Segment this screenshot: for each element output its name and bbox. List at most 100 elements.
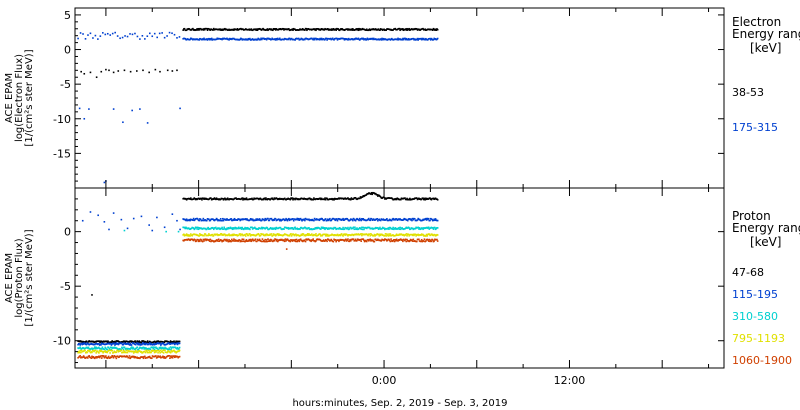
data-point bbox=[422, 198, 425, 201]
data-point bbox=[163, 226, 166, 229]
data-point bbox=[304, 38, 306, 41]
data-point bbox=[246, 218, 248, 220]
data-point bbox=[247, 39, 249, 41]
data-point bbox=[139, 357, 141, 360]
data-point bbox=[288, 217, 290, 220]
data-point bbox=[276, 38, 278, 41]
data-point bbox=[273, 197, 276, 199]
data-point bbox=[103, 221, 106, 223]
data-point bbox=[192, 219, 194, 221]
y-axis-title-line: ACE EPAM bbox=[4, 73, 15, 123]
data-point bbox=[428, 238, 431, 241]
data-point bbox=[400, 198, 402, 201]
data-point bbox=[420, 238, 423, 241]
data-point bbox=[199, 27, 202, 30]
data-point bbox=[269, 226, 272, 229]
data-point bbox=[200, 197, 203, 200]
data-point bbox=[365, 29, 367, 32]
data-point bbox=[298, 240, 301, 243]
data-point bbox=[231, 233, 234, 236]
data-point bbox=[190, 227, 193, 230]
data-point bbox=[169, 351, 171, 353]
data-point bbox=[268, 219, 271, 222]
proton-legend-title: Proton bbox=[732, 209, 771, 223]
data-point bbox=[357, 29, 360, 32]
data-point bbox=[79, 344, 81, 346]
data-point bbox=[376, 218, 378, 220]
data-point bbox=[266, 198, 269, 201]
data-point bbox=[352, 226, 355, 229]
data-point bbox=[80, 342, 83, 345]
data-point bbox=[84, 38, 87, 40]
data-point bbox=[218, 227, 221, 229]
data-point bbox=[436, 227, 439, 229]
data-point bbox=[249, 228, 251, 231]
data-point bbox=[222, 198, 225, 201]
data-point bbox=[91, 351, 93, 354]
data-point bbox=[132, 347, 135, 350]
data-point bbox=[94, 34, 97, 37]
data-point bbox=[237, 234, 240, 237]
data-point bbox=[144, 350, 146, 353]
data-point bbox=[361, 228, 364, 231]
data-point bbox=[333, 198, 335, 201]
data-point bbox=[436, 238, 438, 241]
data-point bbox=[276, 238, 278, 241]
data-point bbox=[208, 218, 210, 221]
data-point bbox=[176, 219, 178, 222]
legend-entry: 310-580 bbox=[732, 310, 778, 323]
data-point bbox=[436, 38, 438, 41]
data-point bbox=[119, 37, 121, 40]
data-point bbox=[295, 238, 298, 241]
data-point bbox=[219, 218, 222, 220]
legend-entry: 1060-1900 bbox=[732, 354, 792, 367]
data-point bbox=[337, 239, 340, 241]
data-point bbox=[130, 344, 133, 346]
data-point bbox=[274, 228, 277, 231]
data-point bbox=[354, 239, 356, 242]
data-point bbox=[146, 35, 149, 37]
data-point bbox=[393, 240, 396, 243]
data-point bbox=[358, 217, 361, 220]
data-point bbox=[301, 28, 303, 31]
data-point bbox=[251, 228, 254, 230]
data-point bbox=[228, 239, 230, 241]
data-point bbox=[153, 348, 156, 351]
data-point bbox=[394, 238, 397, 241]
data-point bbox=[92, 356, 95, 358]
data-point bbox=[166, 351, 168, 354]
data-point bbox=[405, 233, 408, 235]
data-point bbox=[358, 27, 360, 30]
data-point bbox=[275, 240, 278, 242]
data-point bbox=[416, 37, 419, 40]
data-point bbox=[331, 37, 334, 40]
data-point bbox=[269, 234, 272, 236]
data-point bbox=[423, 197, 426, 200]
data-point bbox=[354, 226, 356, 229]
data-point bbox=[158, 32, 161, 35]
data-point bbox=[390, 238, 392, 240]
data-point bbox=[293, 234, 296, 237]
electron-legend-title: Electron bbox=[732, 15, 781, 29]
data-point bbox=[226, 218, 228, 220]
data-point bbox=[362, 238, 365, 240]
data-point bbox=[169, 340, 172, 342]
data-point bbox=[288, 28, 290, 30]
data-point bbox=[251, 218, 254, 221]
data-point bbox=[104, 33, 107, 36]
data-point bbox=[274, 38, 276, 40]
data-point bbox=[233, 217, 236, 220]
data-point bbox=[379, 219, 382, 222]
data-point bbox=[164, 346, 166, 349]
data-point bbox=[256, 240, 258, 243]
y-tick-label: -5 bbox=[60, 280, 71, 293]
data-point bbox=[291, 227, 294, 229]
data-point bbox=[307, 234, 310, 237]
data-point bbox=[436, 219, 439, 222]
data-point bbox=[269, 240, 271, 243]
data-point bbox=[251, 238, 254, 241]
data-point bbox=[387, 227, 390, 229]
data-point bbox=[128, 356, 130, 359]
data-point bbox=[80, 70, 82, 73]
data-point bbox=[199, 233, 201, 235]
